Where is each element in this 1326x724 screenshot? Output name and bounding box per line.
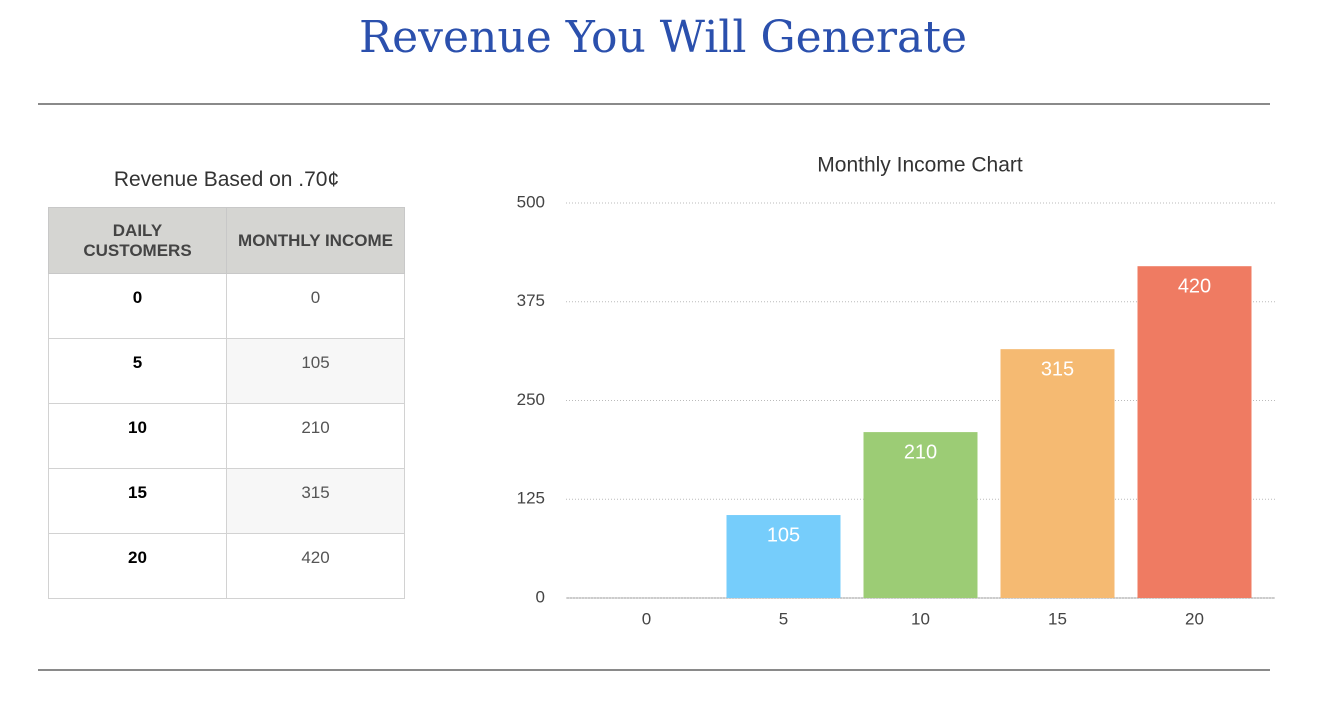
table-row: 20 420 bbox=[48, 533, 405, 599]
table-caption: Revenue Based on .70¢ bbox=[113, 168, 340, 191]
value-label: 105 bbox=[767, 524, 800, 546]
y-tick-label: 250 bbox=[517, 390, 545, 409]
y-tick-label: 0 bbox=[536, 587, 545, 606]
y-tick-label: 375 bbox=[517, 291, 545, 310]
table-cell: 10 bbox=[48, 403, 227, 469]
bar bbox=[726, 515, 841, 598]
divider bbox=[38, 669, 1270, 671]
bar bbox=[1137, 266, 1252, 598]
header-cell: DAILY CUSTOMERS bbox=[48, 207, 227, 274]
x-tick-label: 5 bbox=[779, 609, 788, 628]
header-row: DAILY CUSTOMERS MONTHLY INCOME bbox=[48, 207, 405, 274]
table-cell: 210 bbox=[226, 403, 405, 469]
bar bbox=[863, 432, 978, 598]
table-cell: 0 bbox=[48, 273, 227, 339]
x-tick-label: 15 bbox=[1048, 609, 1067, 628]
x-tick-label: 20 bbox=[1185, 609, 1204, 628]
header-cell: MONTHLY INCOME bbox=[226, 207, 405, 274]
table-cell: 420 bbox=[226, 533, 405, 599]
revenue-table: DAILY CUSTOMERS MONTHLY INCOME 0 0 5 105 10 2… bbox=[48, 207, 405, 599]
table-cell: 20 bbox=[48, 533, 227, 599]
x-tick-label: 0 bbox=[642, 609, 651, 628]
x-tick-label: 10 bbox=[911, 609, 930, 628]
chart-title: Monthly Income Chart bbox=[817, 154, 1023, 177]
table-row: 15 315 bbox=[48, 468, 405, 534]
divider bbox=[38, 103, 1270, 105]
value-label: 315 bbox=[1041, 358, 1074, 380]
page-title: Revenue You Will Generate bbox=[358, 12, 967, 63]
table-row: 10 210 bbox=[48, 403, 405, 469]
y-tick-label: 500 bbox=[517, 192, 545, 211]
value-label: 210 bbox=[904, 441, 937, 463]
table-cell: 5 bbox=[48, 338, 227, 404]
value-label: 420 bbox=[1178, 275, 1211, 297]
y-tick-label: 125 bbox=[517, 489, 545, 508]
table-row: 5 105 bbox=[48, 338, 405, 404]
bar bbox=[1000, 349, 1115, 598]
table-cell: 315 bbox=[226, 468, 405, 534]
table-cell: 105 bbox=[226, 338, 405, 404]
table-body: 0 0 5 105 10 210 15 315 20 420 bbox=[48, 273, 405, 599]
table-cell: 15 bbox=[48, 468, 227, 534]
